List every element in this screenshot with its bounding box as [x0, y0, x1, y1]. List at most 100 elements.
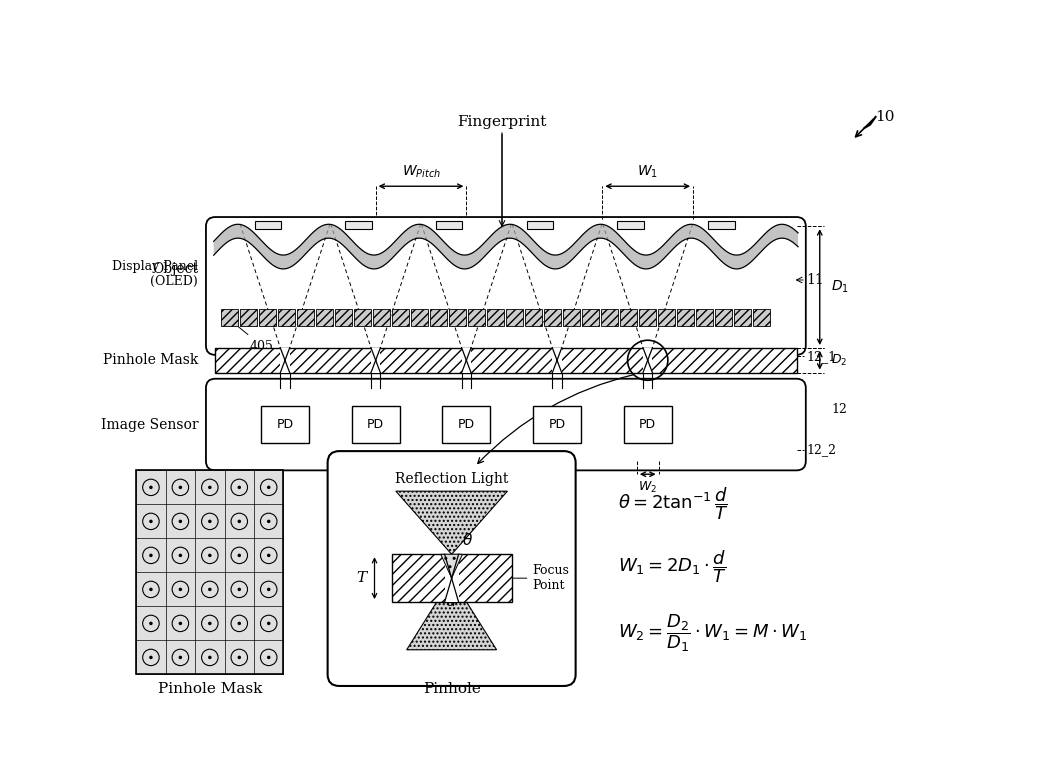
Circle shape	[267, 622, 270, 625]
Bar	[677, 310, 694, 326]
Bar	[643, 348, 652, 372]
Bar	[462, 348, 471, 372]
Text: Focus
Point: Focus Point	[531, 564, 569, 592]
Bar	[215, 348, 797, 372]
Bar	[261, 406, 309, 443]
Circle shape	[179, 622, 182, 625]
Circle shape	[179, 486, 182, 489]
Text: PD: PD	[640, 418, 656, 431]
Text: PD: PD	[277, 418, 293, 431]
Text: PD: PD	[367, 418, 384, 431]
Polygon shape	[396, 491, 508, 554]
Circle shape	[237, 519, 241, 523]
Circle shape	[208, 486, 211, 489]
Bar	[708, 221, 734, 228]
Bar	[527, 221, 553, 228]
Bar	[279, 310, 295, 326]
Bar	[352, 406, 399, 443]
Circle shape	[267, 587, 270, 591]
Bar	[371, 348, 381, 372]
Circle shape	[208, 519, 211, 523]
Circle shape	[237, 655, 241, 659]
Bar	[525, 310, 542, 326]
Text: $W_1$: $W_1$	[638, 163, 658, 180]
Bar	[136, 470, 284, 674]
Text: Display Panel
(OLED): Display Panel (OLED)	[112, 260, 199, 289]
Bar	[445, 554, 459, 602]
Text: $W_1 = 2D_1 \cdot \dfrac{d}{T}$: $W_1 = 2D_1 \cdot \dfrac{d}{T}$	[618, 548, 727, 585]
Bar	[640, 310, 656, 326]
Circle shape	[267, 655, 270, 659]
Circle shape	[149, 587, 153, 591]
Bar	[658, 310, 675, 326]
Polygon shape	[441, 554, 463, 578]
Bar	[392, 554, 512, 602]
Bar	[392, 310, 409, 326]
Bar	[468, 310, 485, 326]
Circle shape	[149, 519, 153, 523]
Circle shape	[237, 554, 241, 557]
Bar	[506, 310, 523, 326]
Bar	[564, 310, 580, 326]
Text: T: T	[357, 571, 367, 585]
Circle shape	[179, 655, 182, 659]
FancyBboxPatch shape	[328, 451, 575, 686]
Text: $W_2$: $W_2$	[639, 480, 657, 496]
Bar	[255, 221, 281, 228]
FancyBboxPatch shape	[206, 378, 806, 470]
Circle shape	[149, 655, 153, 659]
Bar	[544, 310, 561, 326]
Bar	[601, 310, 618, 326]
Bar	[222, 310, 238, 326]
Circle shape	[237, 587, 241, 591]
Circle shape	[179, 554, 182, 557]
Text: PD: PD	[548, 418, 566, 431]
Bar	[449, 310, 466, 326]
Bar	[618, 221, 644, 228]
Circle shape	[208, 554, 211, 557]
FancyBboxPatch shape	[206, 217, 806, 355]
Bar	[431, 310, 447, 326]
Text: 12_2: 12_2	[807, 443, 836, 456]
Bar	[436, 221, 463, 228]
Circle shape	[237, 622, 241, 625]
Bar	[624, 406, 672, 443]
Text: $W_{Pitch}$: $W_{Pitch}$	[401, 163, 441, 180]
Bar	[281, 348, 290, 372]
Text: Pinhole Mask: Pinhole Mask	[158, 682, 262, 696]
Bar	[620, 310, 636, 326]
Circle shape	[237, 486, 241, 489]
Text: Fingerprint: Fingerprint	[458, 115, 547, 129]
Bar	[442, 406, 491, 443]
Bar	[534, 406, 581, 443]
Circle shape	[267, 519, 270, 523]
Circle shape	[267, 554, 270, 557]
Bar	[259, 310, 276, 326]
Bar	[316, 310, 333, 326]
Polygon shape	[407, 578, 496, 650]
Bar	[734, 310, 751, 326]
Circle shape	[149, 486, 153, 489]
Text: 405: 405	[251, 340, 274, 353]
Text: Reflection Light: Reflection Light	[395, 472, 509, 486]
Circle shape	[149, 622, 153, 625]
Bar	[753, 310, 770, 326]
Bar	[716, 310, 732, 326]
Text: d: d	[447, 595, 457, 609]
Circle shape	[208, 587, 211, 591]
Bar	[240, 310, 257, 326]
Text: $\theta$: $\theta$	[463, 532, 473, 548]
Text: $W_2 = \dfrac{D_2}{D_1} \cdot W_1 = M \cdot W_1$: $W_2 = \dfrac{D_2}{D_1} \cdot W_1 = M \c…	[618, 612, 807, 654]
Text: Pinhole: Pinhole	[422, 682, 480, 696]
Bar	[335, 310, 352, 326]
Text: 11: 11	[807, 273, 825, 287]
Bar	[373, 310, 390, 326]
Circle shape	[267, 486, 270, 489]
Bar	[582, 310, 599, 326]
Circle shape	[179, 519, 182, 523]
Text: $D_1$: $D_1$	[831, 279, 850, 296]
Circle shape	[208, 655, 211, 659]
Circle shape	[208, 622, 211, 625]
Text: 12: 12	[831, 403, 848, 416]
Bar	[297, 310, 314, 326]
